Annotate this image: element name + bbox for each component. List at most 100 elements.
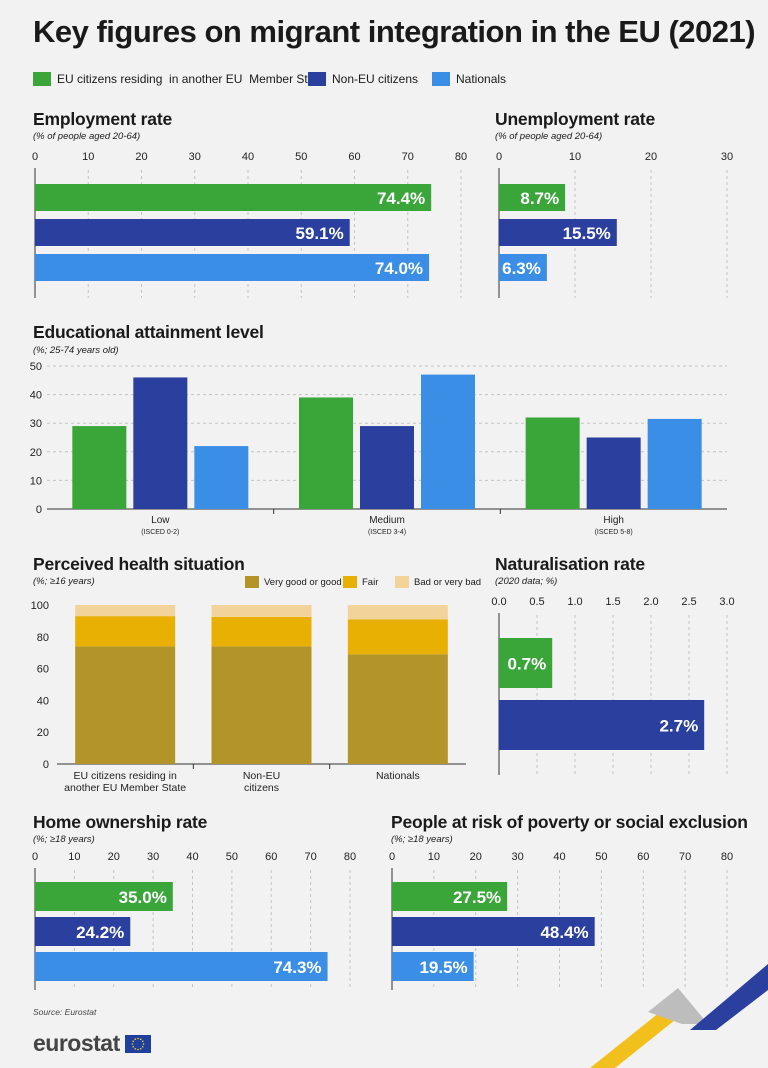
naturalisation-title: Naturalisation rate — [495, 554, 645, 574]
health-bar-0-1 — [75, 616, 176, 647]
page-title: Key figures on migrant integration in th… — [33, 14, 756, 49]
legend-swatch-nationals — [432, 72, 450, 86]
poverty-tick-label: 50 — [595, 851, 607, 863]
health-tick-label: 80 — [37, 632, 49, 644]
poverty-bar-label-1: 48.4% — [540, 923, 588, 942]
home-tick-label: 70 — [305, 851, 317, 863]
health-legend-label-bad: Bad or very bad — [414, 576, 482, 588]
poverty-tick-label: 0 — [389, 851, 395, 863]
employment-tick-label: 20 — [135, 151, 147, 163]
employment-tick-label: 10 — [82, 151, 94, 163]
education-bar-1-2 — [421, 374, 475, 509]
education-bar-2-0 — [525, 417, 580, 509]
decorative-chevrons — [590, 964, 768, 1068]
unemployment-bar-2 — [499, 254, 547, 281]
health-title: Perceived health situation — [33, 554, 245, 574]
home-tick-label: 40 — [186, 851, 198, 863]
health-category-label: citizens — [244, 782, 279, 794]
poverty-bar-label-0: 27.5% — [453, 888, 501, 907]
education-bar-2-1 — [586, 437, 641, 509]
health-bar-1-1 — [211, 616, 312, 647]
home-tick-label: 30 — [147, 851, 159, 863]
employment-tick-label: 0 — [32, 151, 38, 163]
home-bar-label-0: 35.0% — [119, 888, 167, 907]
health-tick-label: 40 — [37, 695, 49, 707]
poverty-tick-label: 80 — [721, 851, 733, 863]
logo-text: eurostat — [33, 1030, 120, 1056]
naturalisation-bar-0 — [499, 638, 553, 688]
home-tick-label: 10 — [68, 851, 80, 863]
unemployment-bar-label-2: 6.3% — [502, 259, 541, 278]
poverty-tick-label: 70 — [679, 851, 691, 863]
health-category-label: another EU Member State — [64, 782, 186, 794]
poverty-title: People at risk of poverty or social excl… — [391, 812, 748, 832]
home-tick-label: 0 — [32, 851, 38, 863]
unemployment-subtitle: (% of people aged 20-64) — [495, 131, 603, 142]
health-legend-label-good: Very good or good — [264, 576, 342, 588]
legend-label-noneu: Non-EU citizens — [332, 72, 419, 86]
health-tick-label: 100 — [31, 600, 49, 612]
poverty-tick-label: 40 — [553, 851, 565, 863]
naturalisation-tick-label: 0.5 — [529, 596, 544, 608]
health-legend-fair: Fair — [343, 576, 378, 588]
poverty-tick-label: 30 — [512, 851, 524, 863]
education-tick-label: 0 — [36, 504, 42, 516]
employment-title: Employment rate — [33, 109, 172, 129]
employment-tick-label: 60 — [348, 151, 360, 163]
education-tick-label: 20 — [30, 447, 42, 459]
education-bar-1-1 — [360, 426, 414, 509]
health-bar-2-1 — [347, 619, 448, 655]
employment-bar-2 — [35, 254, 430, 281]
education-title: Educational attainment level — [33, 322, 264, 342]
employment-tick-label: 40 — [242, 151, 254, 163]
home-bar-1 — [35, 917, 131, 946]
home-tick-label: 80 — [344, 851, 356, 863]
education-bar-1-0 — [299, 397, 353, 509]
legend-label-nationals: Nationals — [456, 72, 507, 86]
employment-subtitle: (% of people aged 20-64) — [33, 131, 141, 142]
poverty-tick-label: 20 — [470, 851, 482, 863]
poverty-tick-label: 10 — [428, 851, 440, 863]
education-bar-0-0 — [72, 426, 127, 509]
naturalisation-tick-label: 2.0 — [643, 596, 658, 608]
health-swatch-fair — [343, 576, 357, 588]
education-bar-2-2 — [647, 418, 702, 509]
health-tick-label: 0 — [43, 759, 49, 771]
education-category-label: Low — [151, 515, 170, 526]
poverty-bar-0 — [392, 882, 508, 911]
health-bar-2-0 — [347, 654, 448, 764]
employment-bar-label-0: 74.4% — [377, 189, 425, 208]
education-tick-label: 10 — [30, 475, 42, 487]
home-bar-label-1: 24.2% — [76, 923, 124, 942]
employment-bar-0 — [35, 184, 432, 211]
unemployment-bar-label-0: 8.7% — [520, 189, 559, 208]
education-bar-0-1 — [133, 377, 188, 509]
unemployment-bar-label-1: 15.5% — [563, 224, 611, 243]
home-tick-label: 60 — [265, 851, 277, 863]
home-tick-label: 20 — [108, 851, 120, 863]
naturalisation-bar-label-1: 2.7% — [659, 717, 698, 736]
poverty-bar-2 — [392, 952, 474, 981]
education-tick-label: 50 — [30, 361, 42, 373]
health-bar-0-0 — [75, 646, 176, 764]
health-category-label: EU citizens residing in — [74, 770, 177, 782]
naturalisation-tick-label: 2.5 — [681, 596, 696, 608]
health-legend-good: Very good or good — [245, 576, 342, 588]
health-category-label: Non-EU — [243, 770, 280, 782]
home-bar-0 — [35, 882, 173, 911]
employment-bar-label-1: 59.1% — [296, 224, 344, 243]
health-bar-1-0 — [211, 646, 312, 764]
health-bar-1-2 — [211, 605, 312, 617]
home-subtitle: (%; ≥18 years) — [33, 834, 95, 845]
employment-tick-label: 80 — [455, 151, 467, 163]
health-tick-label: 60 — [37, 664, 49, 676]
naturalisation-tick-label: 0.0 — [491, 596, 506, 608]
naturalisation-subtitle: (2020 data; %) — [495, 576, 558, 587]
employment-bar-label-2: 74.0% — [375, 259, 423, 278]
naturalisation-tick-label: 3.0 — [719, 596, 734, 608]
legend-item-nationals: Nationals — [432, 72, 506, 86]
poverty-bar-1 — [392, 917, 595, 946]
unemployment-tick-label: 0 — [496, 151, 502, 163]
education-category-sublabel: (ISCED 3-4) — [368, 529, 406, 536]
unemployment-title: Unemployment rate — [495, 109, 655, 129]
